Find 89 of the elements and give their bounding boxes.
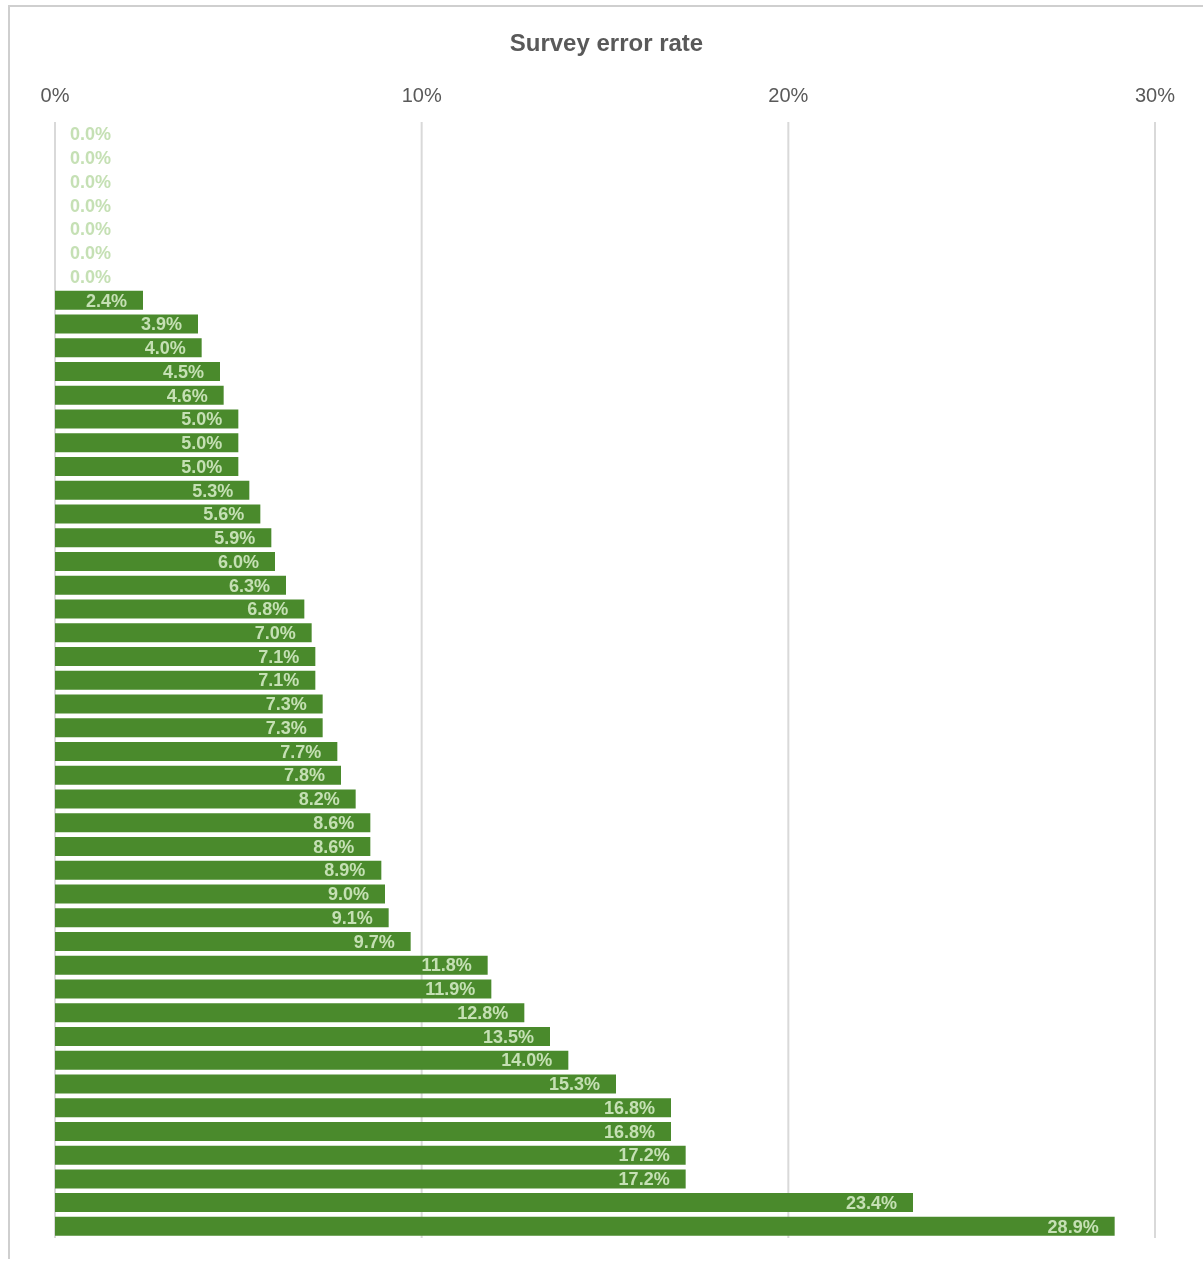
- bar: [55, 1026, 550, 1046]
- data-label: 9.1%: [331, 907, 373, 928]
- bar: [55, 599, 305, 619]
- bar: [55, 575, 286, 595]
- bar: [55, 457, 239, 477]
- data-label: 5.6%: [203, 504, 245, 525]
- bar: [55, 623, 312, 643]
- data-label: 5.3%: [192, 480, 234, 501]
- bar: [55, 670, 316, 690]
- data-label: 8.6%: [313, 836, 355, 857]
- bar: [55, 1050, 569, 1070]
- bar: [55, 1193, 913, 1213]
- data-label: 5.0%: [181, 409, 223, 430]
- bar: [55, 741, 338, 761]
- data-label: 16.8%: [603, 1097, 655, 1118]
- data-label: 4.6%: [166, 385, 208, 406]
- data-label: 9.0%: [327, 884, 369, 905]
- x-tick-label: 0%: [40, 84, 70, 106]
- bar: [55, 646, 316, 666]
- bar: [55, 1169, 686, 1189]
- bar: [55, 860, 382, 880]
- bar: [55, 504, 261, 524]
- bar: [55, 1145, 686, 1165]
- data-label: 8.9%: [324, 860, 366, 881]
- data-label: 28.9%: [1047, 1216, 1099, 1237]
- bar: [55, 979, 492, 999]
- data-label: 0.0%: [70, 171, 112, 192]
- bar: [55, 480, 250, 500]
- data-label: 7.3%: [265, 694, 307, 715]
- data-label: 0.0%: [70, 195, 112, 216]
- data-label: 0.0%: [70, 219, 112, 240]
- bar: [55, 433, 239, 453]
- data-label: 6.0%: [217, 551, 259, 572]
- data-label: 3.9%: [140, 314, 182, 335]
- x-tick-label: 30%: [1134, 84, 1176, 106]
- data-label: 6.8%: [247, 599, 289, 620]
- data-label: 14.0%: [501, 1050, 553, 1071]
- bar: [55, 1098, 671, 1118]
- data-label: 5.9%: [214, 528, 256, 549]
- x-tick-label: 20%: [768, 84, 809, 106]
- bar: [55, 528, 272, 548]
- bar: [55, 908, 389, 928]
- data-label: 0.0%: [70, 148, 112, 169]
- bar: [55, 1003, 525, 1023]
- data-label: 8.6%: [313, 812, 355, 833]
- x-tick-label: 10%: [401, 84, 442, 106]
- data-label: 11.9%: [425, 979, 476, 1000]
- bar: [55, 362, 220, 382]
- bar: [55, 1216, 1115, 1236]
- data-label: 6.3%: [228, 575, 270, 596]
- data-label: 9.7%: [353, 931, 395, 952]
- data-label: 4.0%: [144, 338, 186, 359]
- data-label: 7.0%: [254, 622, 296, 643]
- bar: [55, 409, 239, 429]
- data-label: 4.5%: [162, 361, 204, 382]
- data-label: 8.2%: [298, 789, 340, 810]
- data-label: 11.8%: [421, 955, 472, 976]
- bar: [55, 955, 488, 975]
- data-label: 2.4%: [85, 290, 127, 311]
- bar: [55, 813, 371, 833]
- data-label: 17.2%: [618, 1169, 670, 1190]
- data-label: 7.1%: [258, 646, 300, 667]
- bar: [55, 884, 385, 904]
- bar: [55, 765, 341, 785]
- data-label: 16.8%: [603, 1121, 655, 1142]
- data-label: 7.3%: [265, 717, 307, 738]
- data-label: 15.3%: [548, 1074, 600, 1095]
- data-label: 5.0%: [181, 456, 223, 477]
- bar: [55, 836, 371, 856]
- bar: [55, 1074, 616, 1094]
- bar: [55, 385, 224, 405]
- bar: [55, 931, 411, 951]
- bar: [55, 718, 323, 738]
- bar: [55, 552, 275, 572]
- data-label: 0.0%: [70, 266, 112, 287]
- data-label: 5.0%: [181, 433, 223, 454]
- data-label: 0.0%: [70, 243, 112, 264]
- data-label: 17.2%: [618, 1145, 670, 1166]
- bar: [55, 694, 323, 714]
- data-label: 7.7%: [280, 741, 322, 762]
- data-label: 7.8%: [283, 765, 325, 786]
- data-label: 13.5%: [482, 1026, 534, 1047]
- data-label: 12.8%: [457, 1002, 509, 1023]
- chart-title: Survey error rate: [508, 29, 705, 57]
- data-label: 0.0%: [70, 124, 112, 145]
- data-label: 23.4%: [845, 1192, 897, 1213]
- bar: [55, 1121, 671, 1141]
- data-label: 7.1%: [258, 670, 300, 691]
- bar: [55, 789, 356, 809]
